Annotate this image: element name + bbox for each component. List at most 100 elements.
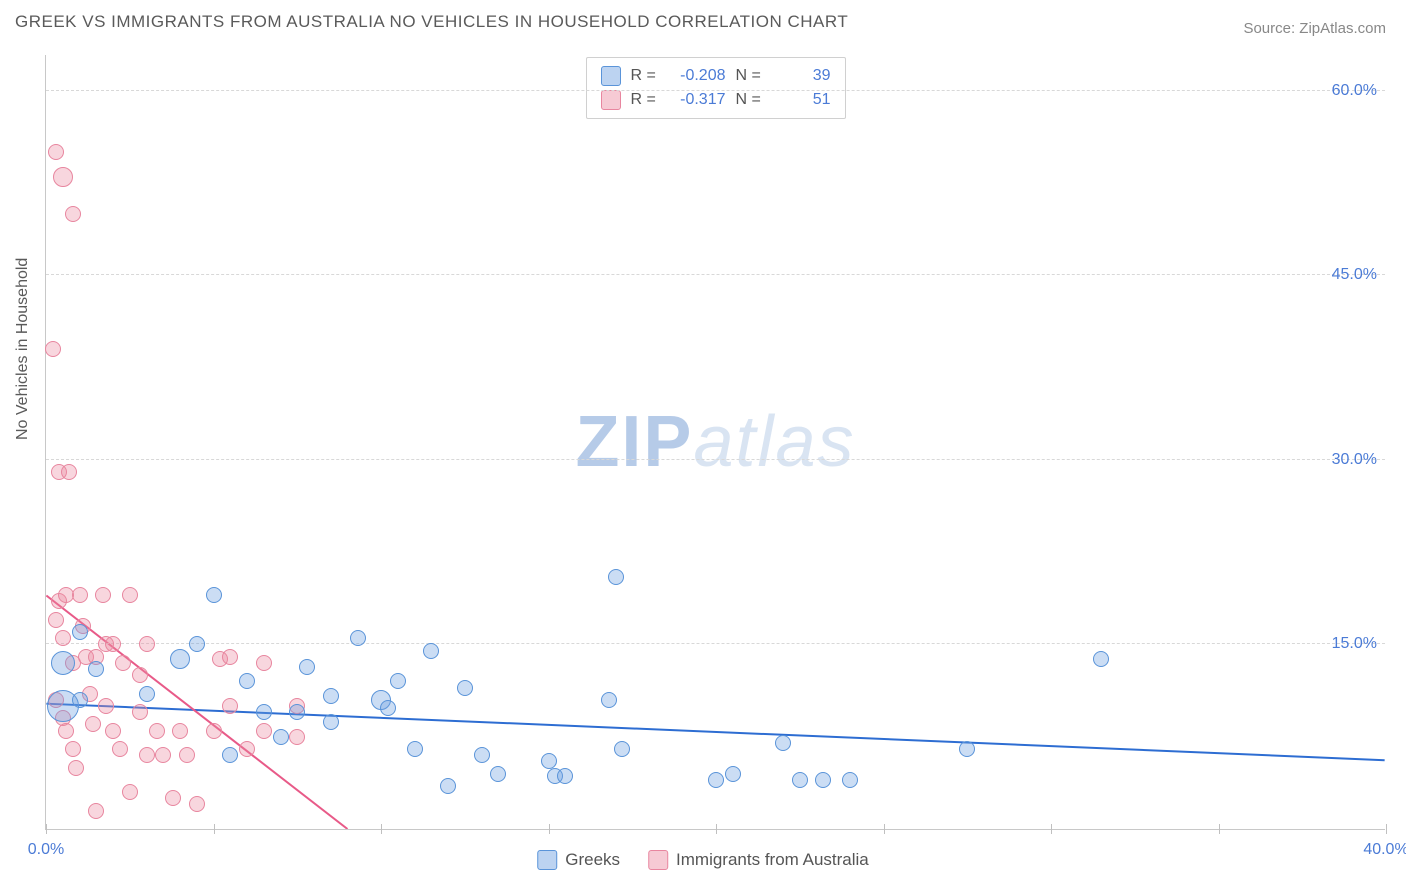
data-point <box>115 655 131 671</box>
data-point <box>273 729 289 745</box>
data-point <box>132 704 148 720</box>
legend-label-greeks: Greeks <box>565 850 620 870</box>
n-value-greeks: 39 <box>776 64 831 88</box>
x-tick <box>46 824 47 834</box>
data-point <box>601 692 617 708</box>
data-point <box>55 630 71 646</box>
trend-lines <box>46 55 1385 829</box>
data-point <box>256 704 272 720</box>
legend-item-greeks: Greeks <box>537 850 620 870</box>
swatch-blue-icon <box>601 66 621 86</box>
data-point <box>139 636 155 652</box>
data-point <box>289 704 305 720</box>
data-point <box>172 723 188 739</box>
data-point <box>222 698 238 714</box>
n-label: N = <box>736 88 766 112</box>
swatch-pink-icon <box>601 90 621 110</box>
chart-title: GREEK VS IMMIGRANTS FROM AUSTRALIA NO VE… <box>15 12 848 32</box>
data-point <box>423 643 439 659</box>
data-point <box>122 784 138 800</box>
data-point <box>139 686 155 702</box>
data-point <box>58 723 74 739</box>
data-point <box>725 766 741 782</box>
data-point <box>239 741 255 757</box>
data-point <box>53 167 73 187</box>
gridline <box>46 274 1385 275</box>
data-point <box>323 688 339 704</box>
data-point <box>239 673 255 689</box>
x-tick <box>1051 824 1052 834</box>
data-point <box>61 464 77 480</box>
swatch-pink-icon <box>648 850 668 870</box>
data-point <box>149 723 165 739</box>
series-legend: Greeks Immigrants from Australia <box>537 850 869 870</box>
data-point <box>88 803 104 819</box>
data-point <box>792 772 808 788</box>
data-point <box>170 649 190 669</box>
data-point <box>474 747 490 763</box>
data-point <box>390 673 406 689</box>
data-point <box>350 630 366 646</box>
data-point <box>68 760 84 776</box>
data-point <box>256 723 272 739</box>
data-point <box>65 206 81 222</box>
data-point <box>289 729 305 745</box>
data-point <box>222 747 238 763</box>
data-point <box>1093 651 1109 667</box>
r-value-greeks: -0.208 <box>671 64 726 88</box>
data-point <box>380 700 396 716</box>
data-point <box>51 651 75 675</box>
data-point <box>72 624 88 640</box>
correlation-legend: R = -0.208 N = 39 R = -0.317 N = 51 <box>586 57 846 119</box>
watermark-atlas: atlas <box>693 402 855 482</box>
data-point <box>614 741 630 757</box>
data-point <box>112 741 128 757</box>
data-point <box>155 747 171 763</box>
data-point <box>85 716 101 732</box>
data-point <box>959 741 975 757</box>
data-point <box>105 636 121 652</box>
data-point <box>457 680 473 696</box>
data-point <box>299 659 315 675</box>
r-value-immigrants: -0.317 <box>671 88 726 112</box>
data-point <box>557 768 573 784</box>
swatch-blue-icon <box>537 850 557 870</box>
legend-label-immigrants: Immigrants from Australia <box>676 850 869 870</box>
data-point <box>98 698 114 714</box>
r-label: R = <box>631 88 661 112</box>
x-tick <box>1219 824 1220 834</box>
data-point <box>407 741 423 757</box>
data-point <box>440 778 456 794</box>
y-tick-label: 45.0% <box>1332 266 1377 284</box>
y-tick-label: 60.0% <box>1332 82 1377 100</box>
gridline <box>46 459 1385 460</box>
data-point <box>95 587 111 603</box>
y-tick-label: 30.0% <box>1332 451 1377 469</box>
legend-row-immigrants: R = -0.317 N = 51 <box>601 88 831 112</box>
data-point <box>708 772 724 788</box>
data-point <box>842 772 858 788</box>
data-point <box>775 735 791 751</box>
x-tick <box>884 824 885 834</box>
data-point <box>48 612 64 628</box>
r-label: R = <box>631 64 661 88</box>
data-point <box>165 790 181 806</box>
data-point <box>72 692 88 708</box>
watermark-zip: ZIP <box>575 402 693 482</box>
data-point <box>189 636 205 652</box>
x-tick-label: 40.0% <box>1363 841 1406 859</box>
x-tick-label: 0.0% <box>28 841 64 859</box>
legend-item-immigrants: Immigrants from Australia <box>648 850 869 870</box>
data-point <box>541 753 557 769</box>
data-point <box>222 649 238 665</box>
x-tick <box>1386 824 1387 834</box>
x-tick <box>214 824 215 834</box>
data-point <box>206 723 222 739</box>
data-point <box>179 747 195 763</box>
data-point <box>132 667 148 683</box>
data-point <box>323 714 339 730</box>
gridline <box>46 643 1385 644</box>
data-point <box>189 796 205 812</box>
gridline <box>46 90 1385 91</box>
x-tick <box>716 824 717 834</box>
